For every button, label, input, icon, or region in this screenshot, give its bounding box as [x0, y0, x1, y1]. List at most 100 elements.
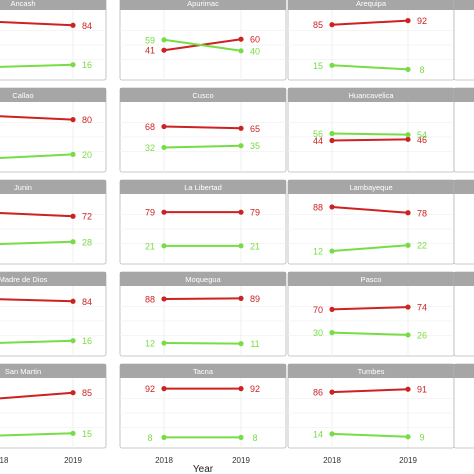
- panel-strip-label: Huancavelica: [348, 91, 394, 100]
- panel-strip: [0, 0, 106, 10]
- green-point-2019: [238, 243, 244, 249]
- green-label-2018: 12: [145, 339, 155, 349]
- panel-pasco: Pasco 70 74 30 26: [287, 271, 455, 357]
- green-series-line: [331, 64, 409, 71]
- panel-strip-label: Tumbes: [358, 367, 385, 376]
- green-label-2019: 21: [250, 241, 260, 251]
- panel-strip: [454, 88, 474, 102]
- panel-frame: [453, 271, 474, 357]
- green-series-line: [331, 432, 409, 438]
- panel-strip-label: Lambayeque: [349, 183, 392, 192]
- green-label-2019: 40: [250, 46, 260, 56]
- red-point-2018: [161, 123, 167, 130]
- panel-frame: [119, 0, 287, 81]
- red-point-2018: [329, 137, 335, 144]
- red-point-2019: [70, 117, 76, 123]
- panel-strip-label: San Martin: [5, 367, 41, 376]
- panel-strip: [288, 272, 454, 286]
- green-label-2018: 8: [147, 433, 152, 443]
- red-label-2019: 74: [417, 303, 427, 313]
- panel-frame: [453, 0, 474, 81]
- green-label-2018: 21: [145, 241, 155, 251]
- green-label-2019: 9: [419, 432, 424, 442]
- red-label-2018: 41: [145, 46, 155, 56]
- green-label-2019: 11: [250, 339, 259, 349]
- panel-strip: [454, 0, 474, 10]
- green-label-2018: 59: [145, 35, 155, 45]
- red-label-2019: 92: [250, 384, 260, 394]
- panel-apurimac: Apurimac 41 60 59 40: [119, 0, 287, 81]
- green-point-2019: [70, 338, 76, 344]
- panel-cropped-right: [453, 179, 474, 265]
- red-point-2019: [70, 213, 76, 219]
- green-label-2018: 14: [313, 429, 323, 439]
- green-point-2019: [405, 66, 411, 72]
- green-series-line: [163, 144, 242, 149]
- red-point-2019: [238, 295, 244, 301]
- green-series-line: [0, 63, 74, 68]
- panel-cropped-right: [453, 0, 474, 81]
- green-point-2018: [329, 330, 335, 336]
- green-label-2018: 32: [145, 143, 155, 153]
- red-label-2018: 44: [313, 136, 323, 146]
- panel-frame: [0, 0, 107, 81]
- red-point-2019: [70, 390, 76, 396]
- green-series-line: [0, 339, 74, 344]
- red-label-2018: 88: [313, 202, 323, 212]
- panel-strip: [120, 180, 286, 194]
- green-series-line: [0, 432, 74, 437]
- panel-strip: [454, 272, 474, 286]
- green-label-2018: 30: [313, 328, 323, 338]
- red-series-line: [331, 388, 409, 394]
- panel-strip: [0, 272, 106, 286]
- panel-callao: Callao801320: [0, 87, 107, 173]
- green-point-2019: [70, 239, 76, 245]
- red-label-2018: 86: [313, 388, 323, 398]
- red-series-line: [163, 297, 242, 300]
- red-label-2019: 89: [250, 294, 260, 304]
- red-label-2018: 79: [145, 208, 155, 218]
- red-label-2019: 60: [250, 35, 260, 45]
- red-point-2018: [329, 306, 335, 312]
- red-point-2018: [161, 209, 167, 215]
- red-series-line: [0, 391, 74, 400]
- panel-strip: [288, 180, 454, 194]
- green-label-2019: 8: [419, 65, 424, 75]
- panel-arequipa: Arequipa 85 92 15 8: [287, 0, 455, 81]
- green-point-2019: [238, 48, 244, 54]
- red-point-2019: [70, 22, 76, 28]
- red-label-2018: 88: [145, 294, 155, 304]
- panel-tacna: Tacna 92 92 8 8: [119, 363, 287, 449]
- green-point-2019: [70, 430, 76, 436]
- green-point-2019: [405, 132, 411, 138]
- panel-moquegua: Moquegua 88 89 12 11: [119, 271, 287, 357]
- green-series-line: [0, 240, 74, 245]
- red-series-line: [0, 20, 74, 27]
- panel-strip: [120, 364, 286, 378]
- green-point-2019: [70, 62, 76, 68]
- panel-frame: [453, 363, 474, 449]
- panel-strip-label: Pasco: [361, 275, 382, 284]
- x-tick-label: 2019: [232, 456, 250, 465]
- panel-strip-label: La Libertad: [184, 183, 222, 192]
- green-point-2019: [238, 143, 244, 149]
- green-label-2019: 20: [82, 150, 92, 160]
- panel-strip: [288, 0, 454, 10]
- red-label-2018: 68: [145, 122, 155, 132]
- green-point-2019: [238, 434, 244, 440]
- red-label-2019: 72: [82, 212, 92, 222]
- x-axis-layer: Year 18 2019 2018 2019 2018 2019: [0, 456, 417, 474]
- red-label-2018: 70: [313, 305, 323, 315]
- red-point-2019: [405, 386, 411, 392]
- panel-cusco: Cusco 68 65 32 35: [119, 87, 287, 173]
- green-label-2018: 56: [313, 129, 323, 139]
- panel-frame: [453, 179, 474, 265]
- red-label-2019: 92: [417, 16, 427, 26]
- panel-strip-label: Callao: [12, 91, 33, 100]
- red-label-2019: 84: [82, 297, 92, 307]
- x-tick-label: 18: [0, 456, 9, 465]
- red-series-line: [331, 138, 409, 142]
- red-point-2019: [405, 136, 411, 142]
